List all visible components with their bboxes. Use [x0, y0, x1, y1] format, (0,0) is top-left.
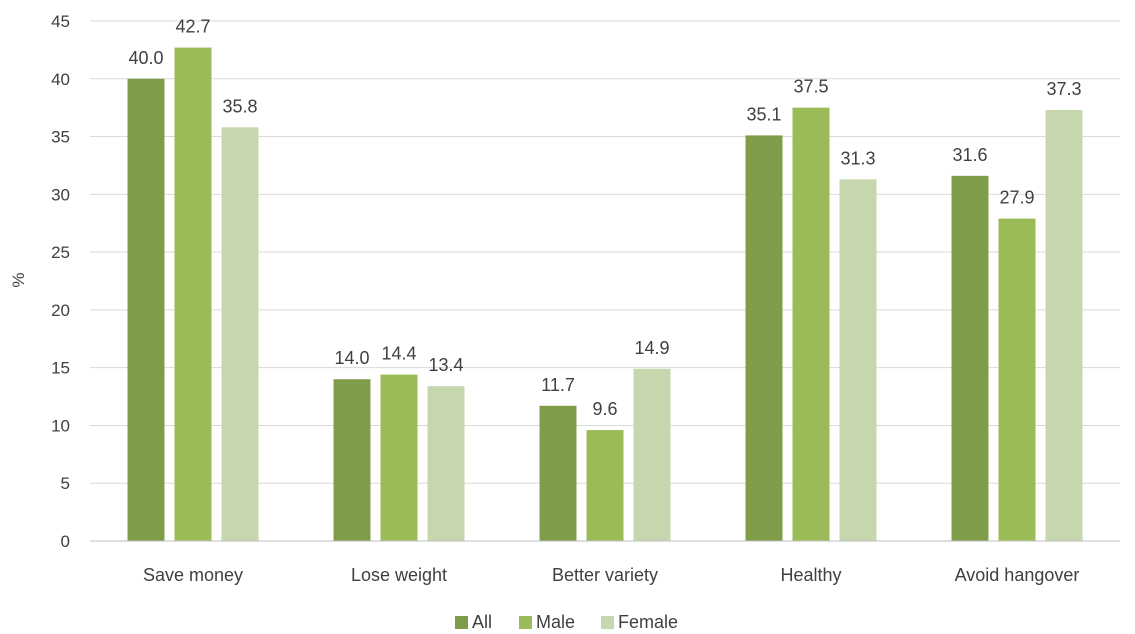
legend-label-male: Male: [536, 612, 575, 632]
y-tick-label: 25: [51, 243, 70, 262]
x-category-label: Healthy: [780, 565, 841, 585]
bar-female-3: [839, 179, 877, 542]
x-axis-categories: Save money Lose weight Better variety Healt…: [143, 565, 1079, 585]
legend-swatch-female: [601, 616, 614, 629]
bar-all-4: [951, 175, 989, 541]
bar-male-4: [998, 218, 1036, 541]
y-tick-label: 40: [51, 70, 70, 89]
bar-all-3: [745, 135, 783, 541]
bar-male-0: [174, 47, 212, 541]
bar-all-2: [539, 405, 577, 541]
data-label: 37.3: [1046, 79, 1081, 99]
legend-label-all: All: [472, 612, 492, 632]
legend-swatch-male: [519, 616, 532, 629]
bar-all-1: [333, 379, 371, 541]
bar-female-4: [1045, 109, 1083, 541]
legend-label-female: Female: [618, 612, 678, 632]
data-label: 31.3: [840, 148, 875, 168]
bar-all-0: [127, 78, 165, 542]
bar-female-1: [427, 386, 465, 541]
x-category-label: Avoid hangover: [955, 565, 1080, 585]
y-tick-label: 35: [51, 128, 70, 147]
data-label: 9.6: [592, 399, 617, 419]
data-label: 13.4: [428, 355, 463, 375]
data-label: 31.6: [952, 145, 987, 165]
data-label: 40.0: [128, 48, 163, 68]
data-label: 42.7: [175, 17, 210, 37]
bar-male-1: [380, 374, 418, 541]
y-tick-label: 5: [61, 474, 70, 493]
data-label: 35.1: [746, 104, 781, 124]
data-label: 14.9: [634, 338, 669, 358]
x-category-label: Save money: [143, 565, 243, 585]
y-tick-label: 15: [51, 359, 70, 378]
bar-female-2: [633, 368, 671, 541]
legend-swatch-all: [455, 616, 468, 629]
bar-male-3: [792, 107, 830, 542]
bar-male-2: [586, 430, 624, 541]
data-label: 27.9: [999, 188, 1034, 208]
data-label: 11.7: [541, 375, 575, 395]
data-labels: 40.0 42.7 35.8 14.0 14.4 13.4 11.7 9.6 14.9 35.1 3…: [128, 17, 1081, 419]
data-label: 35.8: [222, 96, 257, 116]
legend: All Male Female: [455, 612, 678, 632]
y-tick-label: 0: [61, 532, 70, 551]
y-axis-ticks: 0 5 10 15 20 25 30 35 40 45: [51, 12, 70, 551]
y-tick-label: 10: [51, 416, 70, 435]
y-tick-label: 30: [51, 185, 70, 204]
data-label: 14.0: [334, 348, 369, 368]
gridlines: [90, 20, 1120, 484]
bar-female-0: [221, 127, 259, 542]
x-category-label: Lose weight: [351, 565, 447, 585]
x-category-label: Better variety: [552, 565, 658, 585]
data-label: 14.4: [381, 344, 416, 364]
y-tick-label: 20: [51, 301, 70, 320]
y-tick-label: 45: [51, 12, 70, 31]
y-axis-label: %: [9, 272, 28, 287]
data-label: 37.5: [793, 77, 828, 97]
bars: [127, 47, 1083, 542]
